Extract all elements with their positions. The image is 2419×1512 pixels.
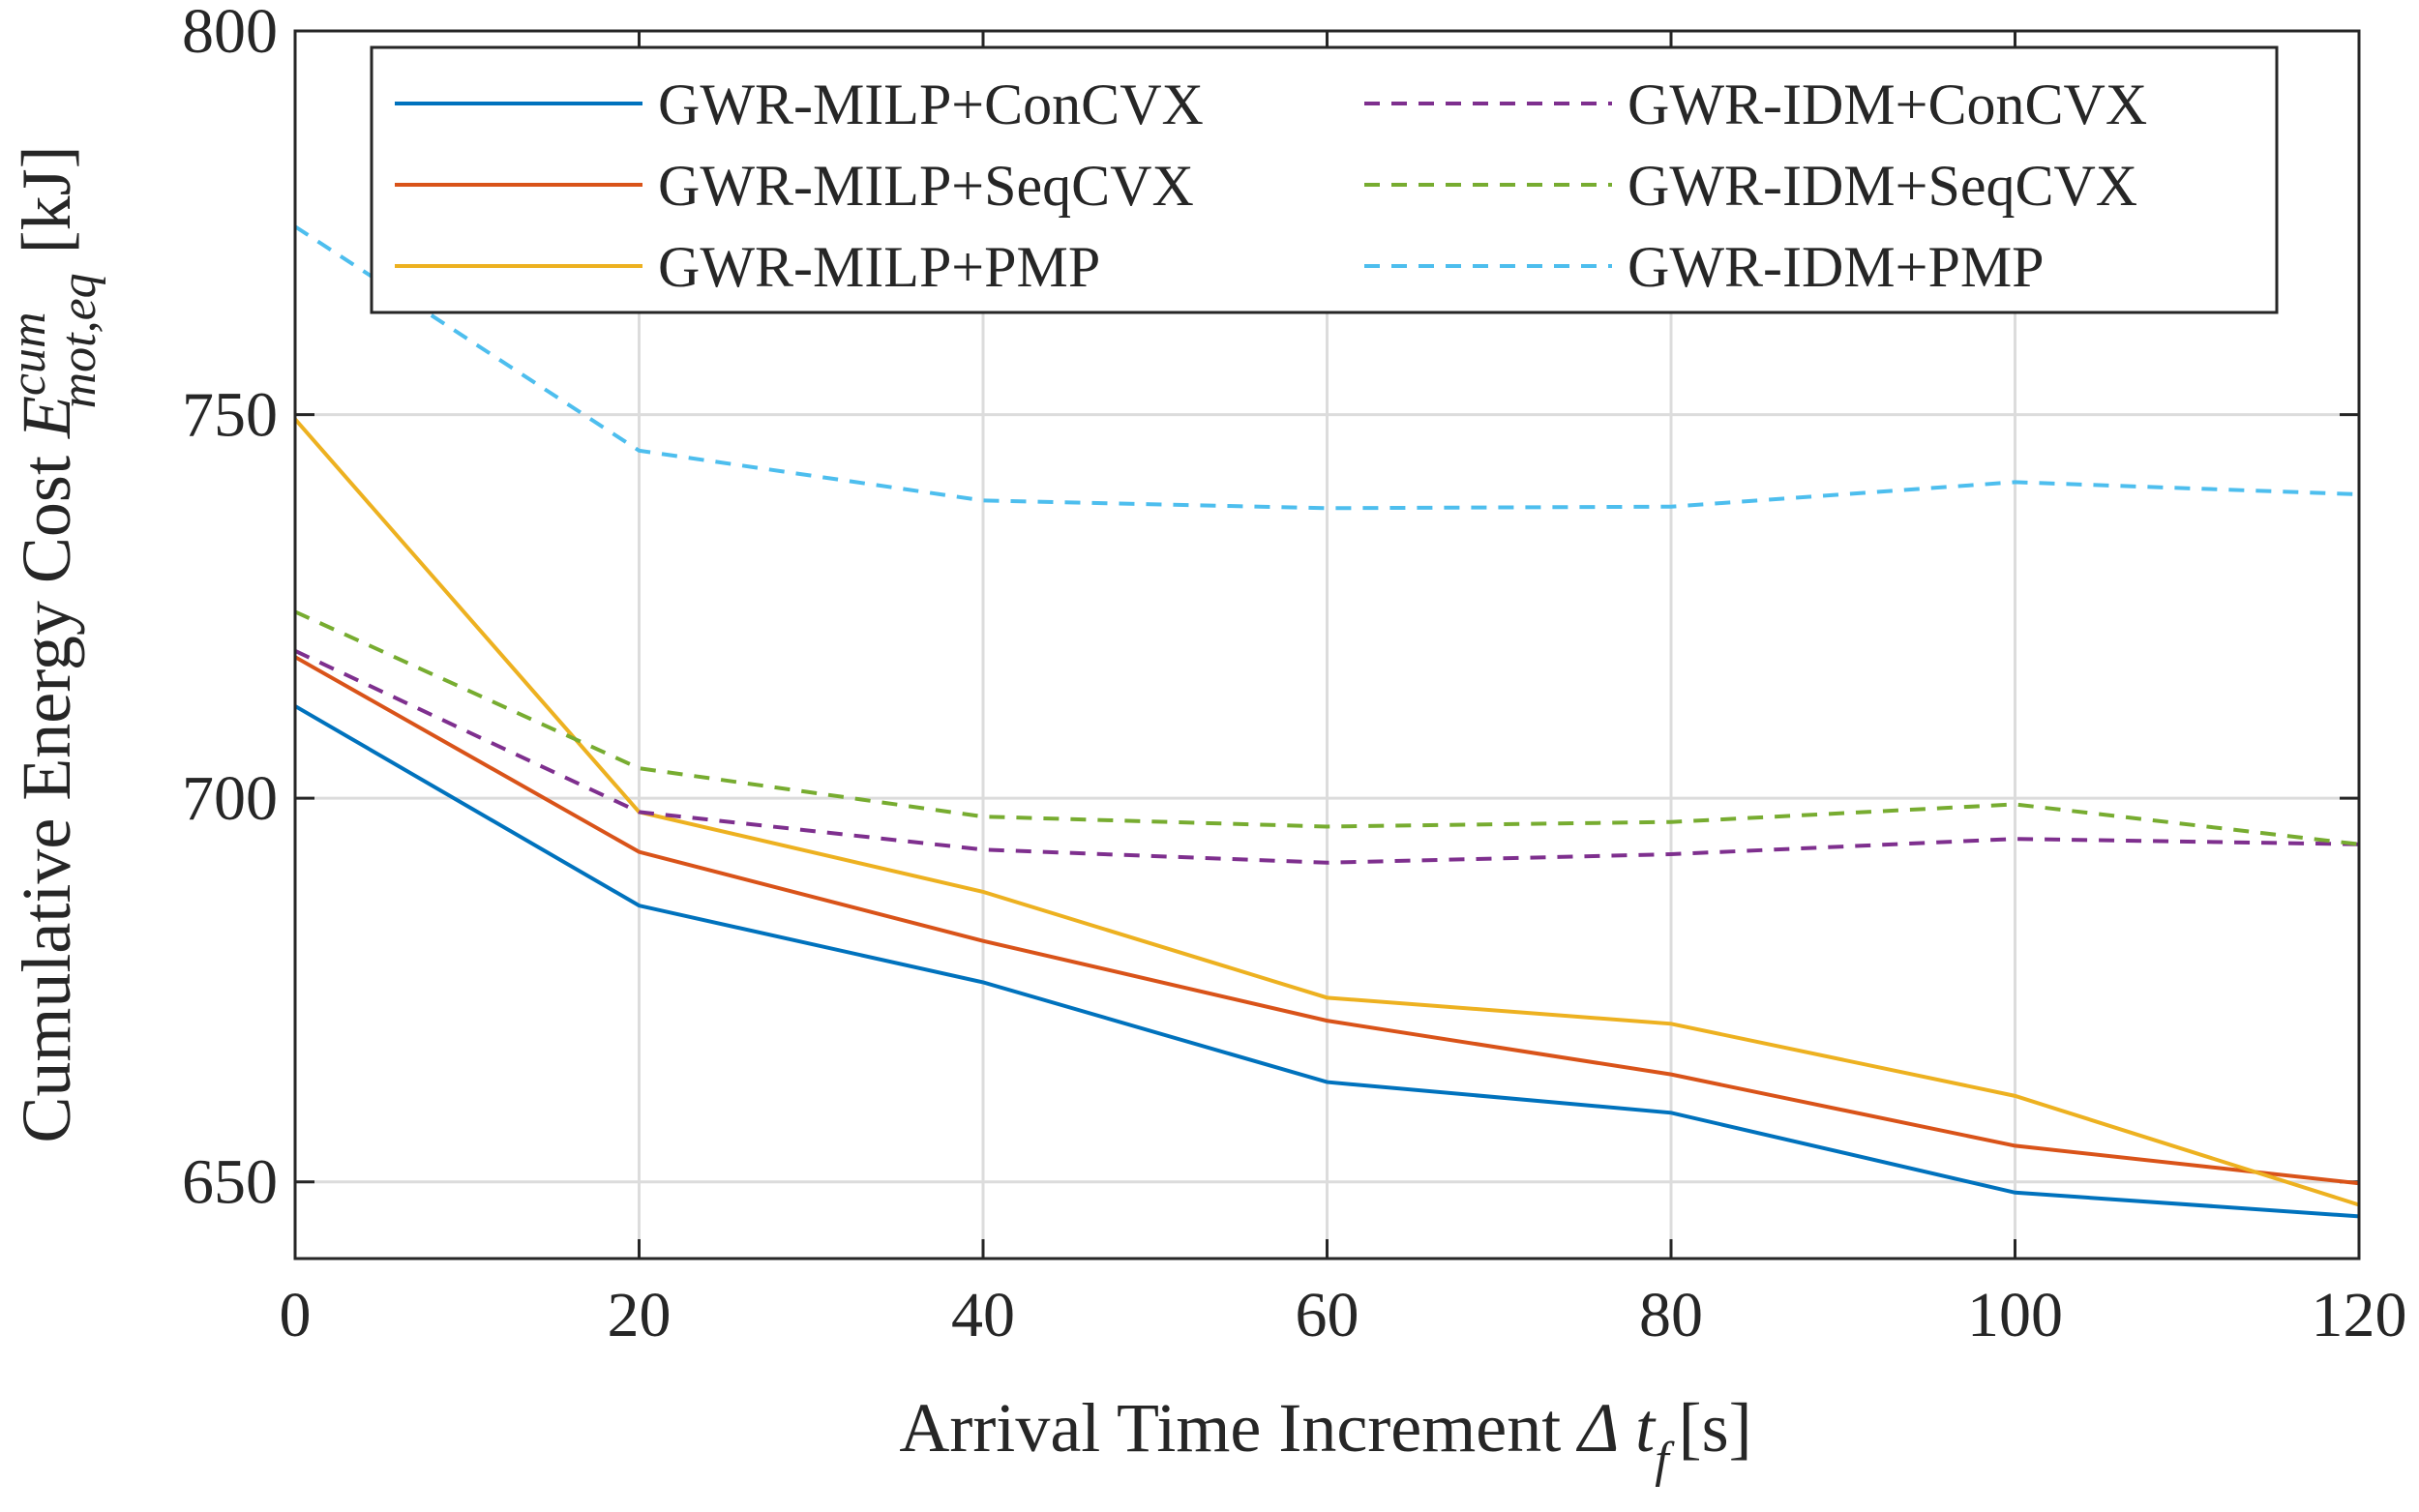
x-tick-label: 40 xyxy=(951,1280,1015,1350)
y-tick-label: 800 xyxy=(182,0,278,67)
y-label-subscript: mot,eq xyxy=(51,273,106,408)
x-tick-label: 0 xyxy=(280,1280,312,1350)
x-tick-label: 60 xyxy=(1296,1280,1359,1350)
series-line xyxy=(294,649,2360,865)
y-tick-label: 700 xyxy=(182,763,278,834)
series-line xyxy=(294,655,2360,1186)
series-line xyxy=(293,704,2360,1219)
x-tick-label: 20 xyxy=(608,1280,672,1350)
legend-box xyxy=(370,45,2279,314)
x-tick-label: 100 xyxy=(1967,1280,2063,1350)
x-label-unit: [s] xyxy=(1679,1389,1752,1467)
x-label-text: Arrival Time Increment xyxy=(899,1389,1561,1467)
legend-label: GWR-MILP+SeqCVX xyxy=(658,154,1194,218)
x-label-subscript: f xyxy=(1655,1433,1675,1488)
plot-frame xyxy=(293,29,2361,1260)
y-label-text: Cumulative Energy Cost xyxy=(8,456,85,1143)
series-line xyxy=(293,224,2360,511)
legend-label: GWR-MILP+ConCVX xyxy=(658,73,1204,136)
y-tick-label: 650 xyxy=(182,1147,278,1218)
legend-label: GWR-IDM+PMP xyxy=(1628,235,2045,299)
legend-label: GWR-MILP+PMP xyxy=(658,235,1100,299)
y-label-symbol: E xyxy=(8,396,85,439)
y-label-unit: [kJ] xyxy=(8,145,85,253)
series-line xyxy=(294,609,2360,846)
x-label-symbol: Δ t xyxy=(1575,1389,1657,1467)
legend-label: GWR-IDM+ConCVX xyxy=(1628,73,2147,136)
x-tick-label: 80 xyxy=(1639,1280,1703,1350)
legend-label: GWR-IDM+SeqCVX xyxy=(1628,154,2137,218)
x-tick-label: 120 xyxy=(2312,1280,2407,1350)
y-axis-label: Cumulative Energy Cost Ecummot,eq [kJ] xyxy=(1,145,106,1142)
y-label-superscript: cum xyxy=(1,311,56,396)
y-tick-label: 750 xyxy=(182,380,278,451)
x-axis-label: Arrival Time Increment Δ tf [s] xyxy=(899,1389,1751,1488)
